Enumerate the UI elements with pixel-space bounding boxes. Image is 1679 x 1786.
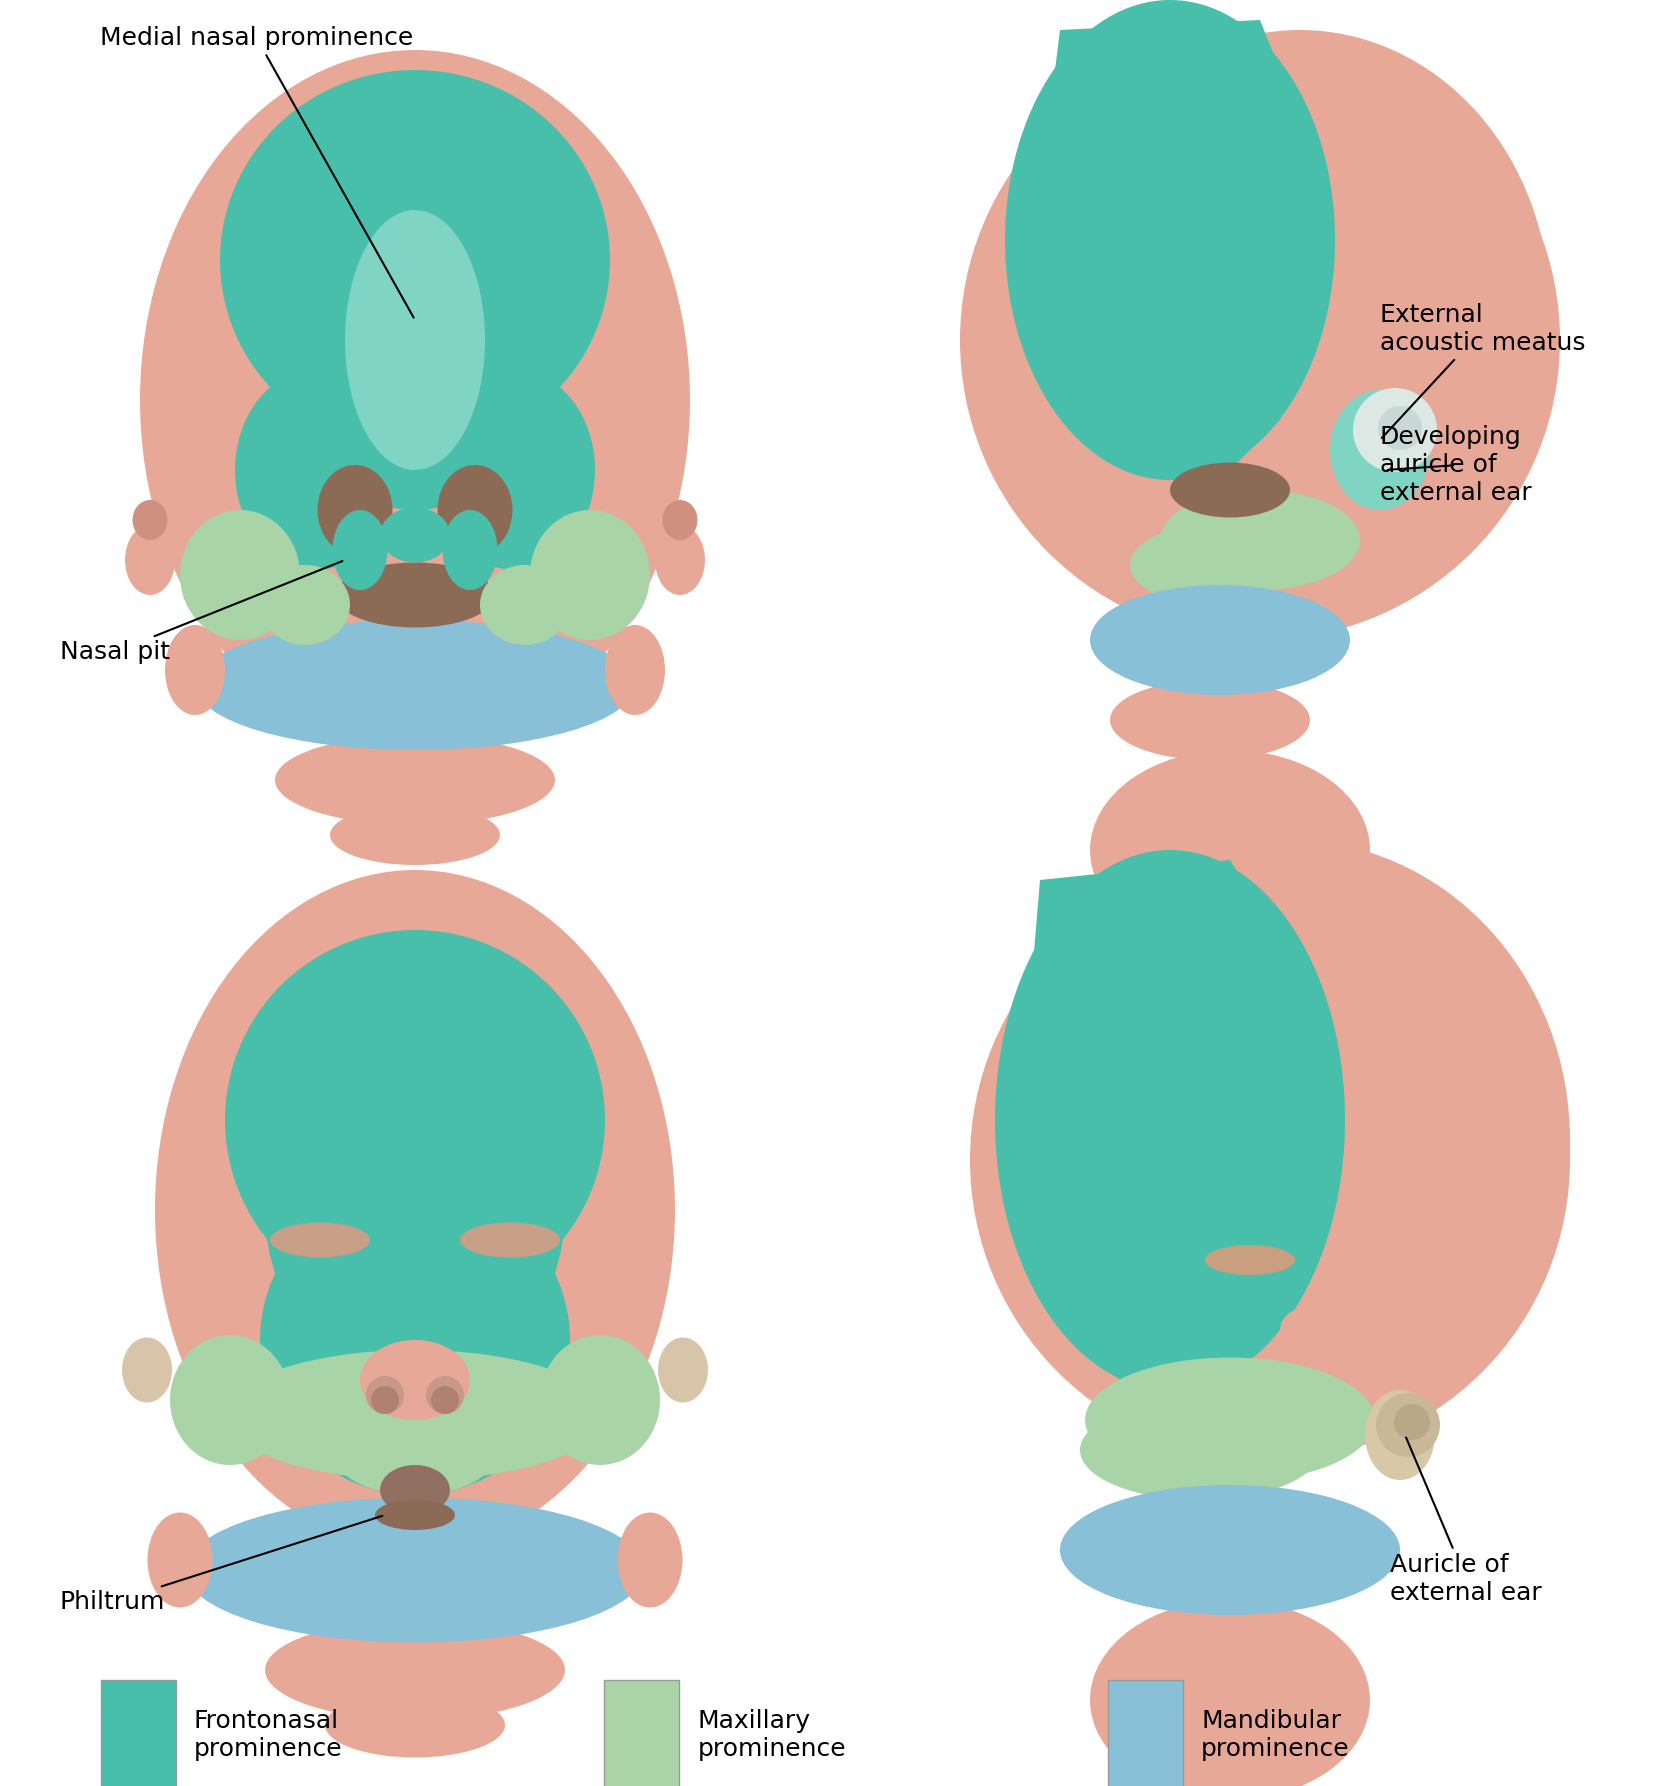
Ellipse shape [1090,750,1370,950]
Polygon shape [1021,861,1320,1390]
Ellipse shape [225,1350,604,1481]
Circle shape [970,861,1570,1459]
Ellipse shape [618,1513,682,1607]
Ellipse shape [480,564,569,645]
Text: Auricle of
external ear: Auricle of external ear [1390,1438,1541,1606]
Ellipse shape [185,1497,645,1643]
Text: Philtrum: Philtrum [60,1516,383,1615]
Ellipse shape [331,805,500,864]
Ellipse shape [541,1334,660,1465]
Ellipse shape [344,211,485,470]
Ellipse shape [154,870,675,1550]
Ellipse shape [139,50,690,750]
Ellipse shape [1085,1357,1375,1482]
Ellipse shape [604,625,665,714]
Ellipse shape [1365,1390,1436,1481]
Ellipse shape [359,1340,470,1420]
Text: External
acoustic meatus: External acoustic meatus [1380,304,1585,438]
Ellipse shape [1059,1484,1400,1615]
Text: Mandibular
prominence: Mandibular prominence [1200,1709,1350,1761]
Ellipse shape [1006,0,1335,480]
Circle shape [1377,1393,1441,1457]
Text: Medial nasal prominence: Medial nasal prominence [101,27,413,318]
Ellipse shape [265,1620,566,1720]
Text: Developing
auricle of
external ear: Developing auricle of external ear [1380,425,1531,505]
Ellipse shape [326,370,505,511]
Ellipse shape [379,1465,450,1515]
Ellipse shape [1090,1600,1370,1786]
Circle shape [1394,1404,1431,1440]
Ellipse shape [1130,525,1289,605]
Polygon shape [1039,20,1320,489]
Ellipse shape [1080,1400,1320,1500]
Ellipse shape [317,464,393,555]
Ellipse shape [235,370,395,570]
Ellipse shape [1279,1306,1350,1356]
Ellipse shape [124,525,175,595]
Ellipse shape [170,1334,290,1465]
Ellipse shape [1160,489,1360,589]
Ellipse shape [379,507,450,563]
Ellipse shape [165,625,225,714]
Ellipse shape [1011,839,1570,1440]
Ellipse shape [1090,586,1350,695]
Ellipse shape [1049,30,1550,589]
Ellipse shape [366,1375,405,1415]
Ellipse shape [435,370,594,570]
Ellipse shape [180,511,301,639]
Ellipse shape [326,1693,505,1757]
Ellipse shape [655,525,705,595]
FancyBboxPatch shape [101,1681,176,1786]
Ellipse shape [371,1386,400,1415]
Ellipse shape [996,850,1345,1390]
Ellipse shape [220,70,609,450]
Ellipse shape [658,1338,709,1402]
Ellipse shape [663,500,697,539]
Circle shape [260,1184,569,1495]
Ellipse shape [1170,463,1289,518]
Circle shape [1353,388,1437,472]
Ellipse shape [426,1375,463,1415]
Ellipse shape [123,1338,171,1402]
Ellipse shape [460,1222,561,1257]
Ellipse shape [260,564,349,645]
Ellipse shape [438,464,512,555]
Ellipse shape [332,511,388,589]
FancyBboxPatch shape [604,1681,680,1786]
Ellipse shape [336,1415,495,1495]
Circle shape [960,39,1560,639]
Text: Frontonasal
prominence: Frontonasal prominence [193,1709,343,1761]
Ellipse shape [270,1222,369,1257]
FancyBboxPatch shape [1108,1681,1184,1786]
Ellipse shape [336,563,495,627]
Ellipse shape [195,620,635,750]
Ellipse shape [148,1513,213,1607]
Ellipse shape [432,1386,458,1415]
Ellipse shape [1206,1245,1295,1275]
Ellipse shape [1330,389,1431,511]
Ellipse shape [1110,680,1310,761]
Ellipse shape [374,1500,455,1531]
Ellipse shape [531,511,650,639]
Ellipse shape [443,511,497,589]
Ellipse shape [275,736,556,825]
Text: Maxillary
prominence: Maxillary prominence [697,1709,846,1761]
Circle shape [1378,405,1422,450]
Ellipse shape [265,1036,566,1384]
Ellipse shape [133,500,168,539]
Text: Nasal pit: Nasal pit [60,561,343,664]
Circle shape [225,931,604,1309]
